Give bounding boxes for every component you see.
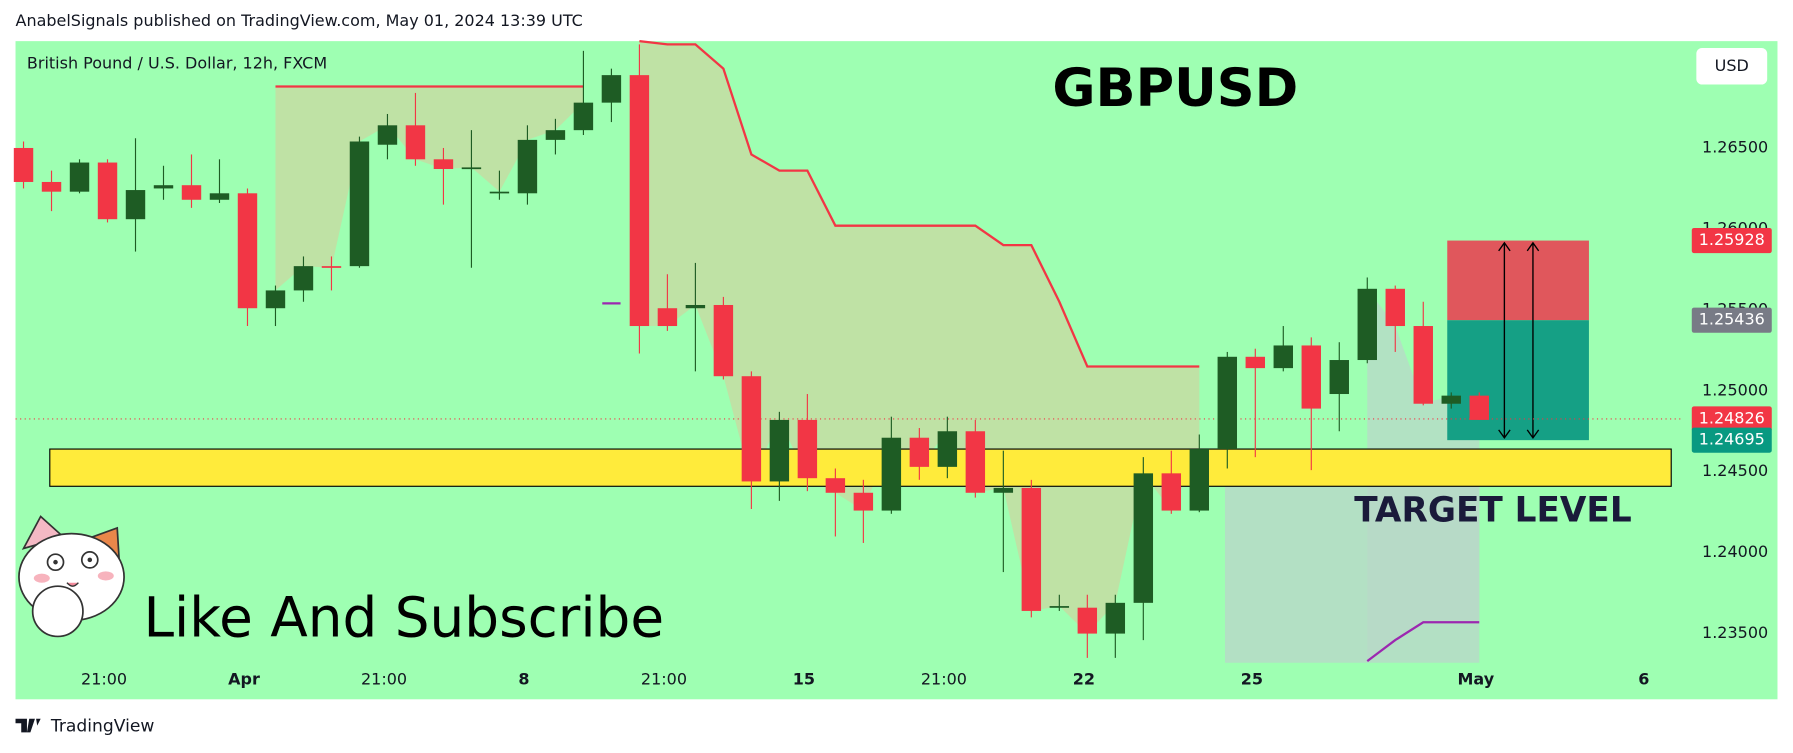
subscribe-annotation: Like And Subscribe	[144, 586, 665, 650]
candle-body	[769, 419, 790, 482]
candle-body	[125, 190, 146, 220]
front-layer: 1.25928 1.25436 1.24826 1.24695	[1691, 227, 1772, 453]
candle-body	[1385, 288, 1405, 327]
price-tag	[1691, 307, 1772, 333]
candle-body	[1329, 360, 1349, 395]
candle-body	[1189, 449, 1210, 511]
candle-body	[293, 266, 314, 291]
candle-body	[881, 437, 902, 511]
x-tick-label: 15	[793, 669, 815, 688]
y-tick-label: 1.26500	[1702, 137, 1768, 156]
target-zone	[49, 448, 1672, 487]
candle-body	[321, 266, 342, 268]
candle-body	[349, 141, 370, 267]
candle-body	[433, 159, 454, 170]
chart-title: GBPUSD	[1052, 58, 1298, 119]
candle-body	[1077, 607, 1098, 634]
candle-body	[1245, 356, 1266, 369]
tradingview-logo	[15, 718, 41, 733]
candle-body	[545, 130, 566, 140]
candle-body	[629, 75, 650, 327]
candle-body	[41, 181, 62, 192]
range-arrow	[1498, 241, 1511, 440]
symbol-legend: British Pound / U.S. Dollar, 12h, FXCM	[27, 53, 327, 72]
currency-label: USD	[1715, 56, 1749, 75]
candle-body	[1357, 288, 1377, 361]
candle-body	[209, 193, 230, 200]
candle-body	[517, 139, 538, 194]
candle-body	[657, 308, 678, 327]
candle-body	[713, 304, 734, 377]
price-tag-label: 1.25928	[1699, 230, 1765, 249]
x-tick-label: 25	[1241, 669, 1263, 688]
price-tag-label: 1.24826	[1699, 408, 1765, 427]
x-tick-label: May	[1458, 669, 1495, 688]
price-tag-label: 1.24695	[1699, 430, 1765, 449]
y-tick-label: 1.23500	[1702, 623, 1768, 642]
lower-band-line	[1366, 621, 1480, 663]
x-tick-label: 21:00	[921, 669, 967, 688]
stop-area	[1447, 240, 1589, 321]
candle-body	[825, 478, 846, 493]
price-tag	[1691, 427, 1772, 453]
candle-body	[377, 125, 398, 145]
x-tick-label: 21:00	[361, 669, 407, 688]
candle-body	[1105, 602, 1126, 634]
candle-body	[237, 193, 258, 309]
candle-body	[1021, 487, 1042, 611]
price-tag	[1691, 227, 1772, 254]
candle-body	[993, 487, 1014, 493]
x-tick-label: 21:00	[641, 669, 687, 688]
y-tick-label: 1.24500	[1702, 461, 1768, 480]
currency-button[interactable]	[1696, 47, 1768, 85]
y-tick-label: 1.25000	[1702, 380, 1768, 399]
candle-body	[937, 431, 958, 467]
publish-header: AnabelSignals published on TradingView.c…	[16, 11, 583, 30]
candle-body	[153, 185, 174, 189]
upper-band-line	[639, 39, 1200, 368]
candle-body	[1161, 473, 1182, 511]
candle-body	[13, 147, 34, 182]
candle-body	[1413, 326, 1433, 404]
x-tick-label: 21:00	[81, 669, 127, 688]
candle-body	[1301, 345, 1321, 409]
band-fill	[275, 86, 584, 291]
candle-body	[601, 75, 622, 103]
candle-body	[1133, 473, 1154, 603]
y-tick-label: 1.24000	[1702, 542, 1768, 561]
candle-body	[489, 191, 510, 194]
candle-body	[1217, 356, 1238, 450]
candle-body	[965, 431, 986, 493]
candle-body	[1469, 395, 1489, 420]
target-annotation: TARGET LEVEL	[1354, 490, 1631, 530]
x-tick-label: Apr	[228, 669, 260, 688]
candle-body	[909, 437, 930, 467]
candle-body	[405, 125, 426, 160]
footer-brand: TradingView	[50, 717, 154, 737]
candle-body	[265, 290, 286, 309]
candle-body	[1441, 395, 1461, 404]
candle-body	[1049, 606, 1070, 608]
candle-body	[853, 492, 874, 511]
candle-body	[573, 102, 594, 131]
candle-body	[1273, 345, 1293, 369]
candle-body	[97, 162, 118, 220]
candle-body	[181, 185, 202, 200]
x-tick-label: 6	[1638, 669, 1649, 688]
price-tag-label: 1.25436	[1699, 310, 1765, 329]
candle-body	[69, 162, 90, 192]
range-arrow	[1526, 241, 1540, 440]
candle-body	[461, 167, 482, 170]
price-tag	[1691, 406, 1772, 432]
candle-body	[685, 304, 706, 309]
x-tick-label: 8	[518, 669, 529, 688]
cat-icon	[18, 515, 125, 638]
candle-body	[741, 376, 762, 482]
x-tick-label: 22	[1073, 669, 1095, 688]
candle-body	[797, 419, 818, 479]
target-area	[1447, 320, 1589, 441]
